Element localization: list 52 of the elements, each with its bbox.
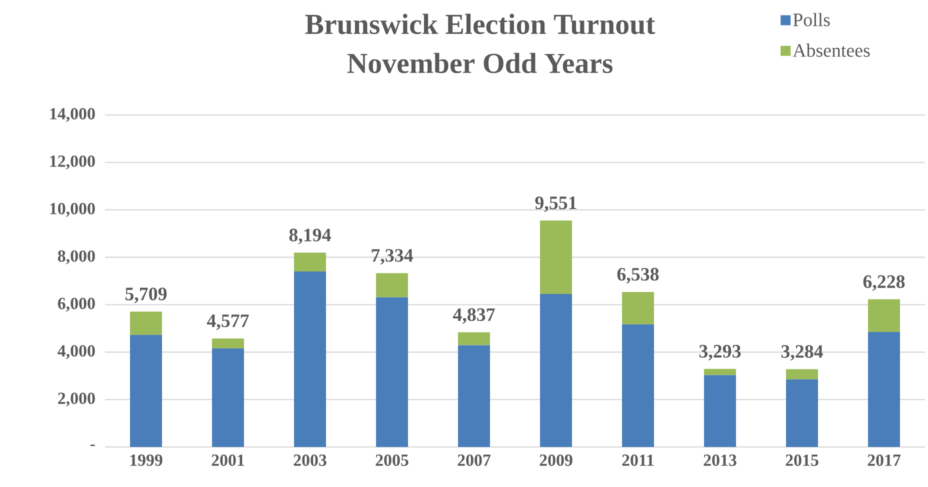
bar — [376, 297, 408, 447]
total-label: 4,577 — [206, 314, 249, 330]
x-tick-label: 2013 — [704, 454, 736, 466]
x-tick-label: 2007 — [458, 454, 491, 466]
bar — [540, 294, 572, 447]
y-tick-label: 10,000 — [50, 202, 95, 217]
bar — [130, 312, 162, 335]
bar — [786, 369, 818, 380]
legend-label: Polls — [793, 12, 830, 26]
y-tick-label: 14,000 — [50, 108, 95, 122]
bar — [294, 252, 326, 272]
bar — [622, 324, 654, 447]
x-tick-label: 2017 — [868, 454, 901, 466]
bar — [704, 368, 736, 376]
total-label: 5,709 — [125, 288, 167, 304]
bar — [212, 338, 244, 348]
x-tick-label: 2011 — [622, 454, 654, 466]
y-tick-label: - — [90, 444, 95, 446]
x-tick-label: 2009 — [540, 454, 572, 466]
legend-label: Absentees — [792, 44, 870, 57]
y-tick-label: 6,000 — [58, 298, 95, 312]
x-tick-label: 2015 — [786, 454, 818, 466]
total-label: 3,284 — [781, 345, 823, 361]
bar — [458, 345, 490, 447]
total-label: 3,293 — [699, 344, 741, 360]
total-label: 6,538 — [617, 268, 659, 284]
chart-title: Brunswick Election Turnout — [305, 14, 656, 34]
bar — [704, 375, 736, 447]
total-label: 8,194 — [289, 228, 331, 244]
bar — [868, 299, 900, 332]
y-tick-label: 2,000 — [58, 392, 95, 406]
bar — [868, 332, 900, 447]
x-tick-label: 2003 — [294, 454, 326, 466]
chart-subtitle: November Odd Years — [347, 52, 613, 74]
total-label: 7,334 — [372, 249, 413, 265]
bar — [294, 272, 326, 447]
y-tick-label: 8,000 — [58, 250, 95, 264]
y-tick-label: 12,000 — [50, 155, 95, 170]
x-tick-label: 2001 — [212, 454, 244, 466]
bar — [212, 348, 244, 447]
bar — [786, 379, 818, 447]
x-tick-label: 2005 — [376, 454, 408, 466]
bar — [622, 292, 654, 324]
bar — [540, 220, 572, 294]
y-tick-label: 4,000 — [58, 345, 95, 360]
bar — [130, 334, 162, 447]
x-tick-label: 1999 — [130, 454, 162, 466]
total-label: 6,228 — [863, 275, 905, 291]
bar — [376, 273, 408, 298]
total-label: 9,551 — [535, 196, 576, 212]
bar — [458, 332, 490, 346]
total-label: 4,837 — [452, 308, 495, 324]
